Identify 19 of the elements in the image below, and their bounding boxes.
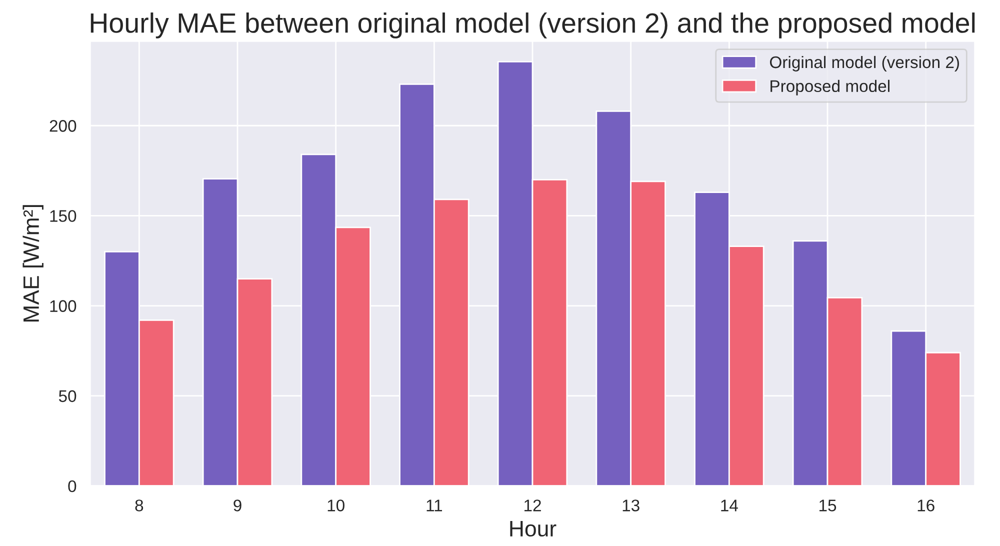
x-tick-label: 14: [721, 500, 738, 512]
y-tick-label: 100: [50, 300, 76, 312]
y-tick-label: 150: [50, 210, 76, 222]
x-tick-label: 10: [328, 500, 344, 512]
x-tick-label: 12: [524, 500, 541, 512]
x-tick-label: 16: [918, 500, 934, 512]
legend-label: Original model (version 2): [770, 56, 959, 72]
x-tick-label: 11: [426, 500, 442, 512]
legend-label: Proposed model: [770, 80, 890, 96]
x-tick-label: 15: [820, 500, 836, 512]
y-tick-label: 200: [50, 120, 76, 132]
x-tick-label: 8: [135, 500, 144, 512]
x-axis-title: Hour: [510, 521, 556, 537]
y-tick-label: 0: [68, 480, 76, 492]
x-tick-label: 13: [622, 500, 640, 512]
y-axis-title: MAE [W/m²]: [22, 205, 44, 322]
chart-title: Hourly MAE between original model (version 2) and the proposed model: [90, 12, 975, 38]
y-tick-label: 50: [58, 390, 76, 402]
x-tick-label: 9: [234, 500, 242, 512]
